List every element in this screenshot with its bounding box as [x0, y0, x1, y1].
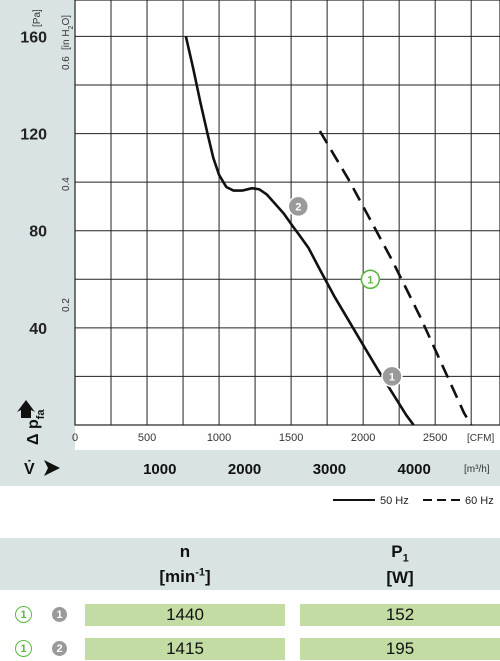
operating-data-table: n [min-1] P1 [W] 1 1 1440 152 1 2 1415 1…: [0, 538, 500, 661]
y-tick-label: 160: [20, 29, 47, 46]
y-axis-title: Δ pfa: [25, 409, 47, 445]
plot-border: [74, 0, 500, 426]
y-axis-arrow-icon: [17, 400, 35, 418]
x-unit-label: [CFM]: [467, 433, 494, 444]
row-1-n-value: 1440: [85, 604, 285, 626]
y2-tick-label: 0.4: [61, 177, 72, 191]
y2-unit-label: [in H2O]: [61, 15, 75, 50]
x2-unit-label: [m³/h]: [464, 464, 490, 475]
row-2-n-value: 1415: [85, 638, 285, 660]
marker-circle: [360, 269, 381, 290]
col-header-p1: P1 [W]: [300, 542, 500, 588]
col-header-n-symbol: n: [179, 542, 191, 561]
y-tick-label: 80: [29, 224, 47, 241]
x2-tick-label: 4000: [397, 461, 430, 478]
row-2-marker-speed: 1: [15, 640, 32, 657]
y2-tick-label: 0.2: [61, 298, 72, 312]
legend-label-50hz: 50 Hz: [380, 495, 409, 507]
x2-tick-label: 3000: [313, 461, 346, 478]
x-tick-label: 0: [72, 432, 78, 444]
y-tick-label: 40: [29, 321, 47, 338]
x-tick-label: 2500: [423, 432, 447, 444]
marker-circle: [287, 195, 310, 218]
tick-labels: 40 80 120 160 0.2 0.4 0.6 0 500 1000 1500 2000 2500 1…: [20, 29, 447, 478]
x2-axis-title: V̇: [24, 460, 35, 478]
x2-axis-band: [0, 450, 500, 486]
fan-curve-chart: 40 80 120 160 0.2 0.4 0.6 0 500 1000 1500 2000 2500 1…: [0, 0, 500, 507]
table-header: n [min-1] P1 [W]: [0, 538, 500, 590]
row-2-marker-point: 2: [51, 640, 68, 657]
row-1-p1-value: 152: [300, 604, 500, 626]
marker-label: 1: [367, 274, 373, 286]
x2-tick-label: 2000: [228, 461, 261, 478]
y-axis-band: [0, 0, 75, 486]
x-tick-label: 1000: [207, 432, 231, 444]
legend-label-60hz: 60 Hz: [465, 495, 494, 507]
col-header-p1-symbol: P1: [391, 542, 409, 565]
y-unit-label: [Pa]: [32, 9, 43, 27]
series-line-50hz: [184, 36, 415, 426]
x2-tick-label: 1000: [143, 461, 176, 478]
row-1-marker-speed: 1: [15, 606, 32, 623]
col-header-n: n [min-1]: [85, 542, 285, 587]
series-group: [184, 36, 473, 426]
markers-group: 1 2 1: [287, 195, 403, 388]
grid: [74, 0, 500, 426]
y2-tick-label: 0.6: [61, 56, 72, 70]
x2-axis-arrow-icon: [44, 460, 60, 476]
marker-label: 2: [295, 201, 301, 213]
legend: 50 Hz 60 Hz: [333, 495, 494, 507]
col-header-p1-unit: [W]: [386, 568, 414, 588]
x-tick-label: 500: [138, 432, 156, 444]
marker-circle: [381, 365, 403, 388]
col-header-n-unit: [min-1]: [159, 566, 211, 586]
plot-area: [75, 0, 500, 425]
operating-point-marker: 1: [360, 269, 381, 290]
row-2-p1-value: 195: [300, 638, 500, 660]
x-tick-label: 1500: [279, 432, 303, 444]
operating-point-marker: 1: [381, 365, 403, 388]
x-tick-label: 2000: [351, 432, 375, 444]
y-tick-label: 120: [20, 127, 47, 144]
series-line-60hz: [318, 130, 473, 426]
marker-label: 1: [389, 371, 395, 383]
operating-point-marker: 2: [287, 195, 310, 218]
row-1-marker-point: 1: [51, 606, 68, 623]
